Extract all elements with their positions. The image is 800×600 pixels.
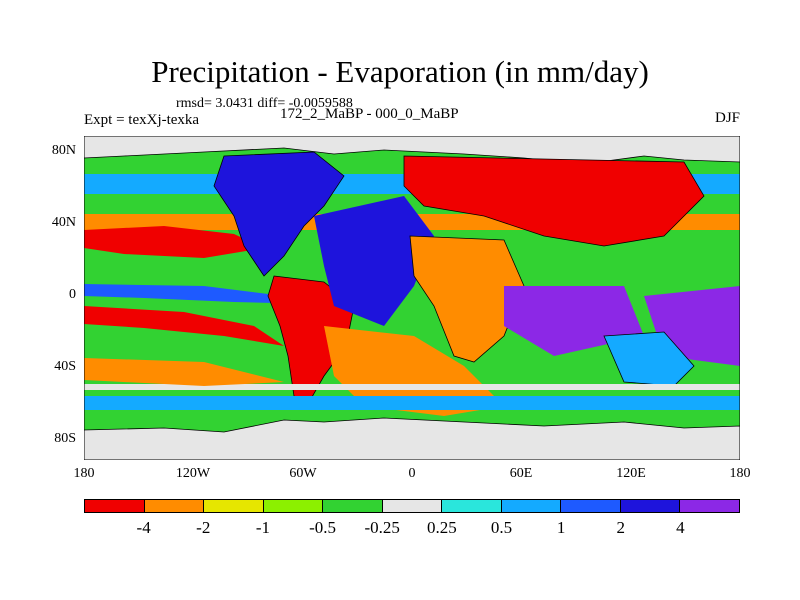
colorbar-label: -0.25 bbox=[364, 518, 400, 537]
lat-label-80s: 80S bbox=[54, 431, 76, 446]
lon-label-60w: 60W bbox=[289, 466, 317, 481]
lon-label-120w: 120W bbox=[175, 466, 211, 481]
colorbar-box bbox=[501, 500, 562, 512]
colorbar-label: 1 bbox=[556, 518, 566, 537]
south-atlantic-orange bbox=[324, 326, 504, 416]
colorbar-label: -1 bbox=[255, 518, 270, 537]
colorbar-label: -2 bbox=[196, 518, 211, 537]
lat-label-0: 0 bbox=[69, 287, 76, 302]
experiment-label: Expt = texXj-texka bbox=[84, 112, 200, 128]
season-label: DJF bbox=[714, 110, 740, 126]
colorbar-label: 4 bbox=[676, 518, 685, 537]
lon-label-180e: 180 bbox=[729, 466, 751, 481]
world-map bbox=[84, 136, 740, 460]
arctic-region bbox=[84, 136, 740, 165]
africa-land bbox=[409, 235, 525, 363]
colorbar-label: -4 bbox=[136, 518, 151, 537]
lon-label-180w: 180 bbox=[73, 466, 95, 481]
stats-label: rmsd= 3.0431 diff= -0.0059588 bbox=[176, 96, 353, 111]
lat-label-40s: 40S bbox=[54, 359, 76, 374]
lat-label-80n: 80N bbox=[51, 143, 76, 158]
south-band-grey bbox=[84, 384, 740, 390]
colorbar-box bbox=[204, 500, 264, 512]
colorbar-label: -0.5 bbox=[309, 518, 336, 537]
atlantic-blue bbox=[314, 196, 434, 326]
south-pacific-orange bbox=[84, 358, 284, 386]
colorbar-label: 0.5 bbox=[490, 518, 513, 537]
colorbar-box bbox=[382, 500, 443, 512]
antarctic-region bbox=[84, 417, 740, 460]
tropical-pacific-red bbox=[84, 306, 284, 346]
eurasia-land bbox=[403, 155, 705, 247]
australia-land bbox=[603, 331, 695, 387]
colorbar-box bbox=[85, 500, 145, 512]
colorbar-box bbox=[620, 500, 681, 512]
colorbar-box bbox=[680, 500, 740, 512]
lon-label-60e: 60E bbox=[509, 466, 533, 481]
lat-label-40n: 40N bbox=[51, 215, 76, 230]
south-band-blue bbox=[84, 396, 740, 410]
colorbar-box bbox=[144, 500, 205, 512]
tropical-pacific-blue bbox=[84, 284, 314, 304]
colorbar-label: 0.25 bbox=[426, 518, 457, 537]
colorbar-box bbox=[561, 500, 621, 512]
colorbar-box bbox=[323, 500, 383, 512]
colorbar-box bbox=[263, 500, 324, 512]
colorbar-label: 2 bbox=[616, 518, 625, 537]
colorbar bbox=[84, 499, 740, 513]
difference-label: 172_2_MaBP - 000_0_MaBP bbox=[280, 106, 459, 122]
colorbar-box bbox=[442, 500, 502, 512]
north-pacific-red bbox=[84, 226, 264, 258]
lon-label-120e: 120E bbox=[616, 466, 646, 481]
lon-label-0: 0 bbox=[408, 466, 416, 481]
figure-title: Precipitation - Evaporation (in mm/day) bbox=[151, 54, 649, 89]
north-america-land bbox=[213, 151, 345, 277]
